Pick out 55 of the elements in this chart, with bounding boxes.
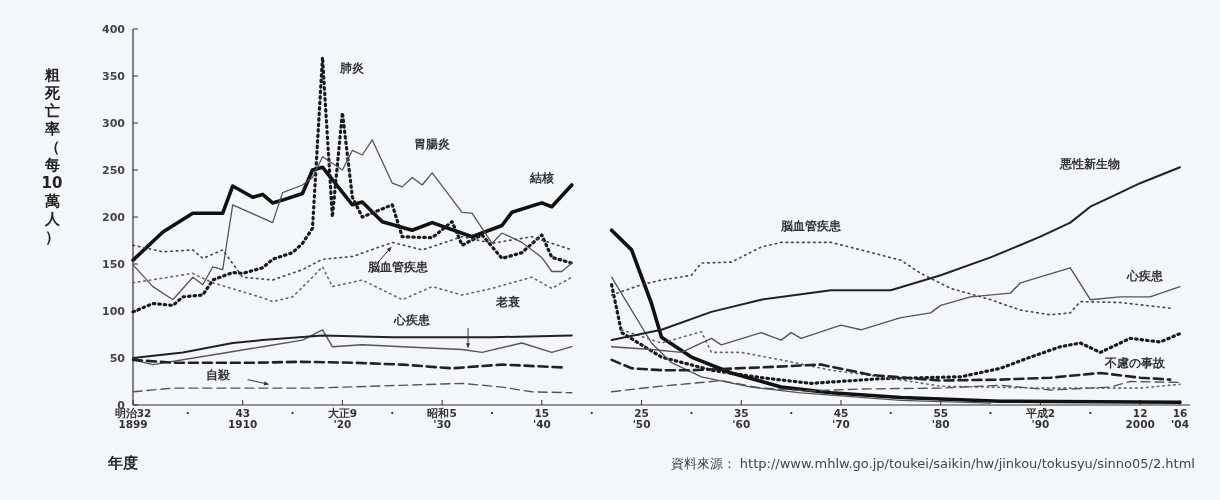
text: ·	[1088, 407, 1093, 419]
x-tick-label: '50	[632, 418, 651, 430]
x-tick-label: 1910	[228, 418, 258, 430]
y-tick-label: 400	[102, 23, 126, 36]
x-tick-label: '40	[532, 418, 551, 430]
series-label: 心疾患	[393, 313, 432, 328]
series-label: 脳血管疾患	[780, 219, 843, 234]
series-label: 不慮の事故	[1104, 356, 1167, 371]
text: 45	[833, 407, 849, 419]
text: 大正9	[327, 407, 358, 419]
series-label: 肺炎	[339, 61, 366, 76]
text: ·	[390, 407, 395, 419]
x-tick-label: 1899	[118, 418, 148, 430]
x-tick-label: '20	[333, 418, 352, 430]
series-label: 自殺	[205, 367, 231, 382]
y-axis-title: 粗死亡率（每10萬人）	[41, 66, 63, 246]
y-tick-label: 50	[109, 352, 126, 365]
text: ·	[988, 407, 993, 419]
text: 25	[634, 407, 649, 419]
series-label: 老衰	[494, 295, 520, 310]
text: ·	[290, 407, 295, 419]
x-tick-label: '04	[1171, 418, 1189, 430]
x-axis-title: 年度	[107, 454, 138, 472]
source-note: 資料來源： http://www.mhlw.go.jp/toukei/saikin/hw/jinkou/tokusyu/sinno05/2.html	[670, 456, 1195, 471]
text: 昭和5	[427, 407, 457, 419]
text: 55	[933, 407, 949, 419]
text: 35	[733, 407, 749, 419]
series-label: 悪性新生物	[1059, 157, 1121, 172]
x-tick-label: '90	[1031, 418, 1050, 430]
y-tick-label: 250	[102, 164, 126, 177]
text: ·	[589, 407, 594, 419]
y-tick-label: 100	[102, 305, 126, 318]
text: ·	[689, 407, 694, 419]
x-tick-label: '60	[732, 418, 751, 430]
text: ·	[489, 407, 494, 419]
y-tick-label: 300	[102, 117, 126, 130]
y-tick-label: 200	[102, 211, 126, 224]
text: 16	[1172, 407, 1188, 419]
series-label: 脳血管疾患	[367, 259, 430, 274]
text: 平成2	[1024, 407, 1056, 419]
y-tick-label: 350	[102, 70, 126, 83]
x-tick-label: '70	[832, 418, 850, 430]
text: 15	[534, 407, 550, 419]
series-label: 心疾患	[1126, 268, 1165, 283]
series-label: 結核	[528, 171, 554, 186]
text: ·	[888, 407, 893, 419]
text: ·	[185, 407, 190, 419]
x-tick-label: '30	[433, 418, 452, 430]
y-tick-label: 150	[102, 258, 126, 271]
text: 12	[1132, 407, 1148, 419]
text: ·	[789, 407, 794, 419]
x-tick-label: 2000	[1125, 418, 1155, 430]
text: 43	[235, 407, 250, 419]
x-tick-label: '80	[931, 418, 950, 430]
text: 胃腸炎	[414, 137, 452, 152]
